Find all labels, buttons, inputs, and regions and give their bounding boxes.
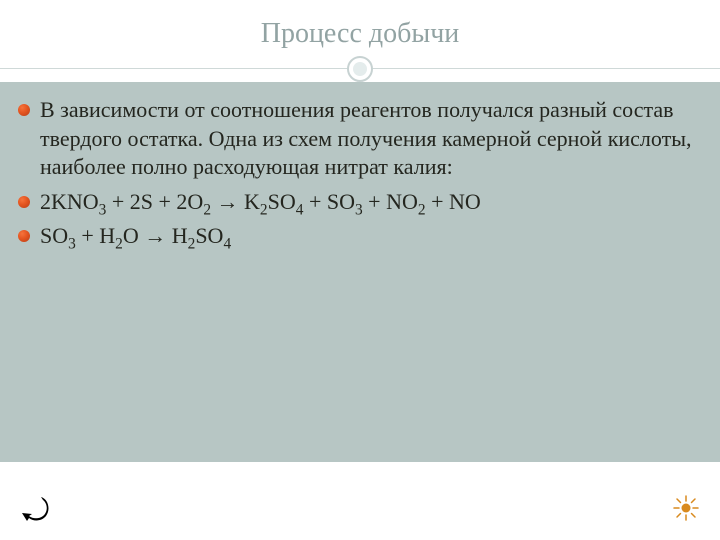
divider-circle xyxy=(347,56,373,82)
bullet-text: SO3 + H2O → H2SO4 xyxy=(40,222,702,251)
bullet-item: SO3 + H2O → H2SO4 xyxy=(10,222,702,251)
nav-forward-button[interactable] xyxy=(670,494,702,522)
bullet-dot-icon xyxy=(18,230,30,242)
bullet-text: 2KNO3 + 2S + 2O2 → K2SO4 + SO3 + NO2 + N… xyxy=(40,188,702,217)
bullet-item: В зависимости от соотношения реагентов п… xyxy=(10,96,702,182)
bullet-list: В зависимости от соотношения реагентов п… xyxy=(10,96,702,251)
slide: Процесс добычи В зависимости от соотноше… xyxy=(0,0,720,540)
nav-back-button[interactable] xyxy=(18,494,50,522)
bullet-dot-icon xyxy=(18,196,30,208)
bullet-item: 2KNO3 + 2S + 2O2 → K2SO4 + SO3 + NO2 + N… xyxy=(10,188,702,217)
divider xyxy=(0,56,720,82)
curved-arrow-icon xyxy=(18,494,50,522)
bullet-dot-icon xyxy=(18,104,30,116)
slide-title: Процесс добычи xyxy=(0,18,720,50)
content-band: В зависимости от соотношения реагентов п… xyxy=(0,82,720,462)
bullet-text: В зависимости от соотношения реагентов п… xyxy=(40,96,702,182)
sun-icon xyxy=(670,494,702,522)
title-area: Процесс добычи xyxy=(0,0,720,56)
